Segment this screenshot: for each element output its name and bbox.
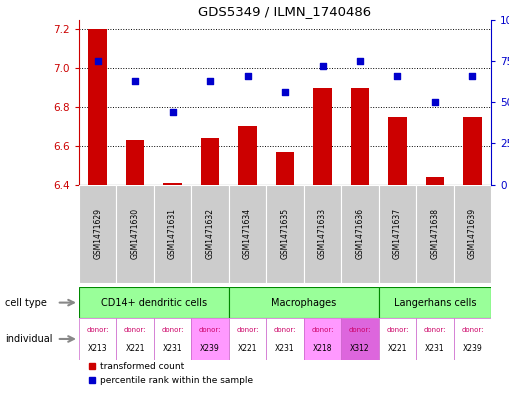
Bar (416, 185, 454, 283)
Bar (379, 287, 491, 318)
Text: Macrophages: Macrophages (271, 298, 336, 308)
Bar (266, 185, 304, 283)
Bar (117, 185, 154, 283)
Bar (238, 127, 257, 185)
Text: individual: individual (5, 334, 52, 344)
Text: GSM1471630: GSM1471630 (131, 208, 139, 259)
Text: donor:: donor: (274, 327, 296, 333)
Bar (266, 318, 304, 360)
Text: donor:: donor: (423, 327, 446, 333)
Bar (304, 318, 341, 360)
Text: GSM1471633: GSM1471633 (318, 208, 327, 259)
Point (131, 77, 139, 84)
Text: GSM1471629: GSM1471629 (93, 208, 102, 259)
Text: X221: X221 (388, 343, 407, 353)
Bar (229, 185, 266, 283)
Bar (388, 117, 407, 185)
Bar (191, 318, 229, 360)
Text: X239: X239 (200, 343, 220, 353)
Bar (154, 185, 191, 283)
Bar (351, 88, 370, 185)
Bar (426, 177, 444, 185)
Text: donor:: donor: (161, 327, 184, 333)
Text: GSM1471634: GSM1471634 (243, 208, 252, 259)
Text: X221: X221 (238, 343, 258, 353)
Text: donor:: donor: (236, 327, 259, 333)
Text: X213: X213 (88, 343, 107, 353)
Bar (454, 185, 491, 283)
Title: GDS5349 / ILMN_1740486: GDS5349 / ILMN_1740486 (199, 6, 372, 18)
Bar (463, 117, 482, 185)
Text: X231: X231 (275, 343, 295, 353)
Point (206, 77, 214, 84)
Bar (163, 183, 182, 185)
Text: GSM1471636: GSM1471636 (355, 208, 364, 259)
Point (468, 73, 476, 79)
Bar (416, 318, 454, 360)
Bar (341, 318, 379, 360)
Bar (88, 29, 107, 185)
Text: GSM1471637: GSM1471637 (393, 208, 402, 259)
Bar (276, 152, 294, 185)
Point (319, 63, 327, 69)
Text: cell type: cell type (5, 298, 47, 308)
Text: donor:: donor: (461, 327, 484, 333)
Text: X218: X218 (313, 343, 332, 353)
Point (393, 73, 402, 79)
Bar (229, 318, 266, 360)
Text: X231: X231 (163, 343, 182, 353)
Bar (191, 185, 229, 283)
Point (431, 99, 439, 105)
Text: Langerhans cells: Langerhans cells (394, 298, 476, 308)
Point (243, 73, 251, 79)
Text: X239: X239 (463, 343, 483, 353)
Text: X312: X312 (350, 343, 370, 353)
Text: donor:: donor: (124, 327, 147, 333)
Text: GSM1471638: GSM1471638 (431, 208, 439, 259)
Bar (79, 287, 229, 318)
Text: GSM1471631: GSM1471631 (168, 208, 177, 259)
Text: donor:: donor: (386, 327, 409, 333)
Bar (313, 88, 332, 185)
Bar (379, 185, 416, 283)
Legend: transformed count, percentile rank within the sample: transformed count, percentile rank withi… (83, 359, 257, 389)
Bar (79, 318, 117, 360)
Bar (79, 185, 117, 283)
Bar (117, 318, 154, 360)
Bar (341, 185, 379, 283)
Text: CD14+ dendritic cells: CD14+ dendritic cells (101, 298, 207, 308)
Bar (126, 140, 145, 185)
Text: donor:: donor: (199, 327, 221, 333)
Point (168, 109, 177, 115)
Text: X231: X231 (425, 343, 445, 353)
Text: donor:: donor: (87, 327, 109, 333)
Text: GSM1471639: GSM1471639 (468, 208, 477, 259)
Text: GSM1471635: GSM1471635 (280, 208, 290, 259)
Point (94, 58, 102, 64)
Point (281, 89, 289, 95)
Point (356, 58, 364, 64)
Bar (379, 318, 416, 360)
Text: GSM1471632: GSM1471632 (206, 208, 215, 259)
Bar (304, 185, 341, 283)
Bar (201, 138, 219, 185)
Text: donor:: donor: (312, 327, 334, 333)
Text: donor:: donor: (349, 327, 371, 333)
Text: X221: X221 (125, 343, 145, 353)
Bar (454, 318, 491, 360)
Bar (154, 318, 191, 360)
Bar (229, 287, 379, 318)
